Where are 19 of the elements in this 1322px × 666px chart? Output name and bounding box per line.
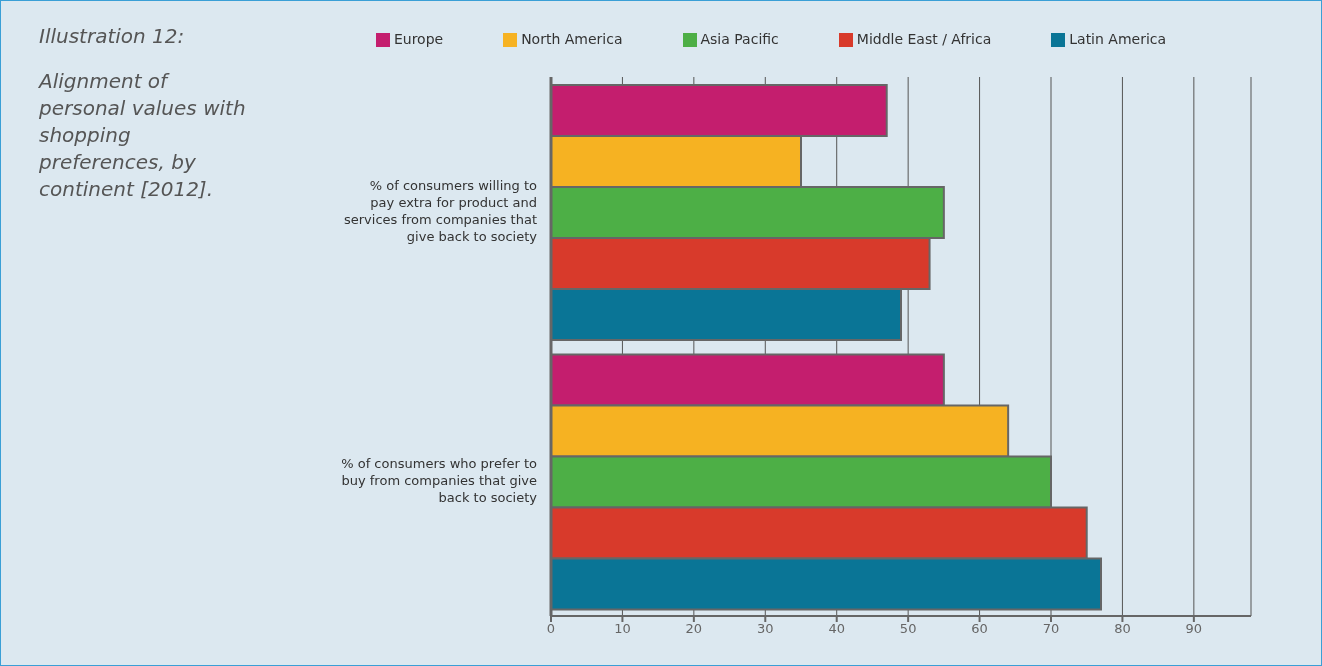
legend-label: Europe bbox=[393, 31, 444, 47]
x-tick-label: 60 bbox=[971, 621, 988, 637]
x-tick-label: 90 bbox=[1185, 621, 1203, 637]
legend-label: Middle East / Africa bbox=[856, 31, 992, 47]
x-tick-label: 70 bbox=[1042, 621, 1060, 637]
y-tick-label: % of consumers who prefer to buy from companies that give back to society bbox=[341, 456, 538, 506]
text: Alignment of personal values with shopping preferences, by continent [2012]. bbox=[39, 68, 247, 203]
x-tick-label: 0 bbox=[546, 621, 556, 637]
x-tick-label: 20 bbox=[685, 621, 703, 637]
x-tick-label: 80 bbox=[1114, 621, 1131, 637]
legend-label: Latin America bbox=[1069, 31, 1167, 47]
x-tick-label: 50 bbox=[899, 621, 917, 637]
x-tick-label: 40 bbox=[828, 621, 845, 637]
x-tick-label: 10 bbox=[614, 621, 631, 637]
legend-label: North America bbox=[521, 31, 623, 47]
legend-label: Asia Pacific bbox=[700, 31, 779, 47]
y-tick-label: % of consumers willing to pay extra for product and services from companies that give back to society bbox=[344, 178, 538, 245]
x-tick-label: 30 bbox=[757, 621, 774, 637]
text: Illustration 12: bbox=[39, 23, 186, 50]
